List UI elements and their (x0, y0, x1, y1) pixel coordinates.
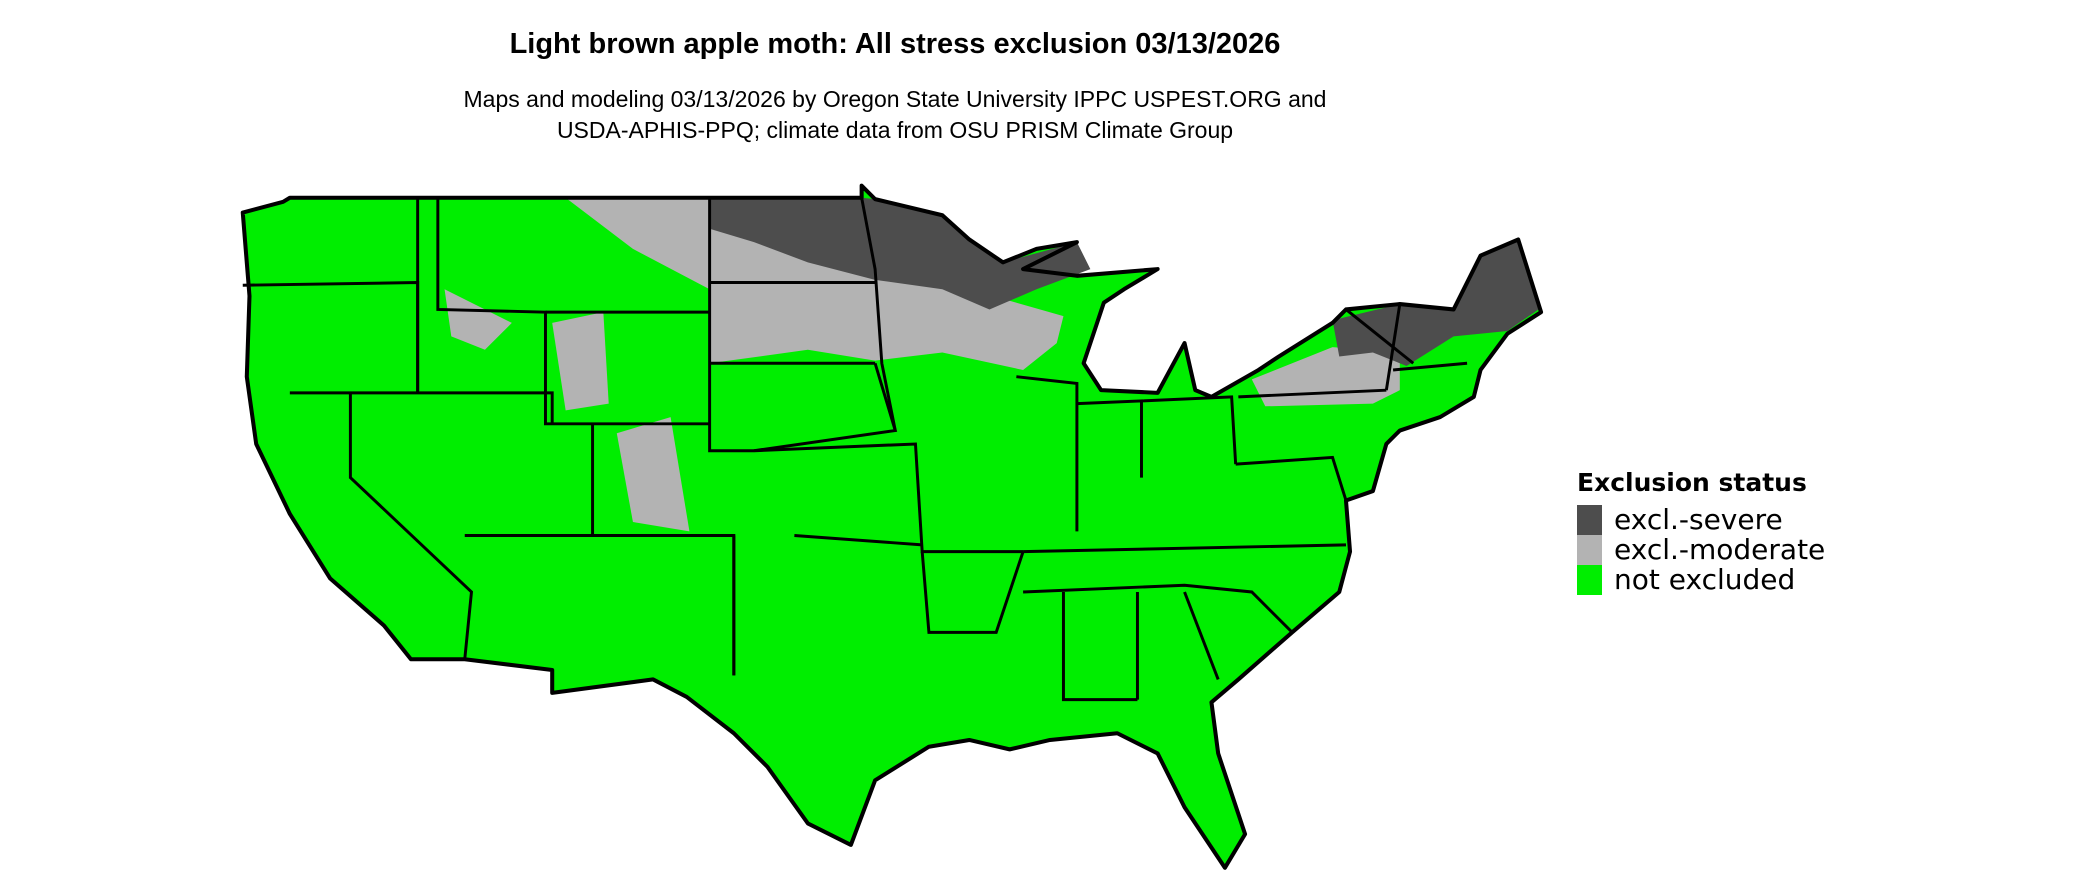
state-border (1345, 308, 1415, 365)
map-subtitle: Maps and modeling 03/13/2026 by Oregon S… (0, 84, 1790, 146)
state-border (1023, 583, 1294, 634)
state-border (1235, 455, 1348, 501)
legend-title: Exclusion status (1577, 468, 1807, 497)
legend-swatch-severe (1577, 505, 1602, 535)
map-moderate-area-wyoming (552, 312, 609, 411)
us-border (240, 183, 1544, 870)
subtitle-line-2: USDA-APHIS-PPQ; climate data from OSU PR… (556, 117, 1234, 143)
state-border (1392, 361, 1468, 372)
state-border (753, 362, 898, 453)
state-border (1016, 375, 1079, 532)
map-title: Light brown apple moth: All stress exclu… (509, 28, 1281, 60)
legend-label: not excluded (1614, 563, 1796, 596)
legend: Exclusion status excl.-severe excl.-mode… (1577, 468, 1825, 595)
map-moderate-area-colorado (616, 417, 690, 532)
state-border (920, 551, 1025, 634)
legend-item-not-excluded: not excluded (1577, 565, 1825, 595)
map-severe-area-northeast (1332, 239, 1539, 366)
legend-label: excl.-severe (1614, 503, 1783, 536)
state-border (289, 391, 554, 424)
state-border (1238, 388, 1387, 399)
state-border (753, 442, 1024, 554)
state-border (1023, 543, 1347, 554)
legend-item-moderate: excl.-moderate (1577, 535, 1825, 565)
state-border (1061, 591, 1138, 702)
map-severe-area-upper-midwest (709, 197, 1091, 310)
legend-label: excl.-moderate (1614, 533, 1826, 566)
legend-swatch-moderate (1577, 535, 1602, 565)
map-moderate-area-idaho (444, 289, 512, 350)
state-border (1141, 395, 1238, 465)
legend-swatch-not-excluded (1577, 565, 1602, 595)
state-border (1183, 591, 1220, 680)
legend-item-severe: excl.-severe (1577, 505, 1825, 535)
state-border (860, 197, 897, 431)
map-moderate-area-northeast (1251, 347, 1400, 407)
state-border (348, 392, 474, 660)
subtitle-line-1: Maps and modeling 03/13/2026 by Oregon S… (463, 86, 1327, 112)
state-border (794, 533, 923, 547)
